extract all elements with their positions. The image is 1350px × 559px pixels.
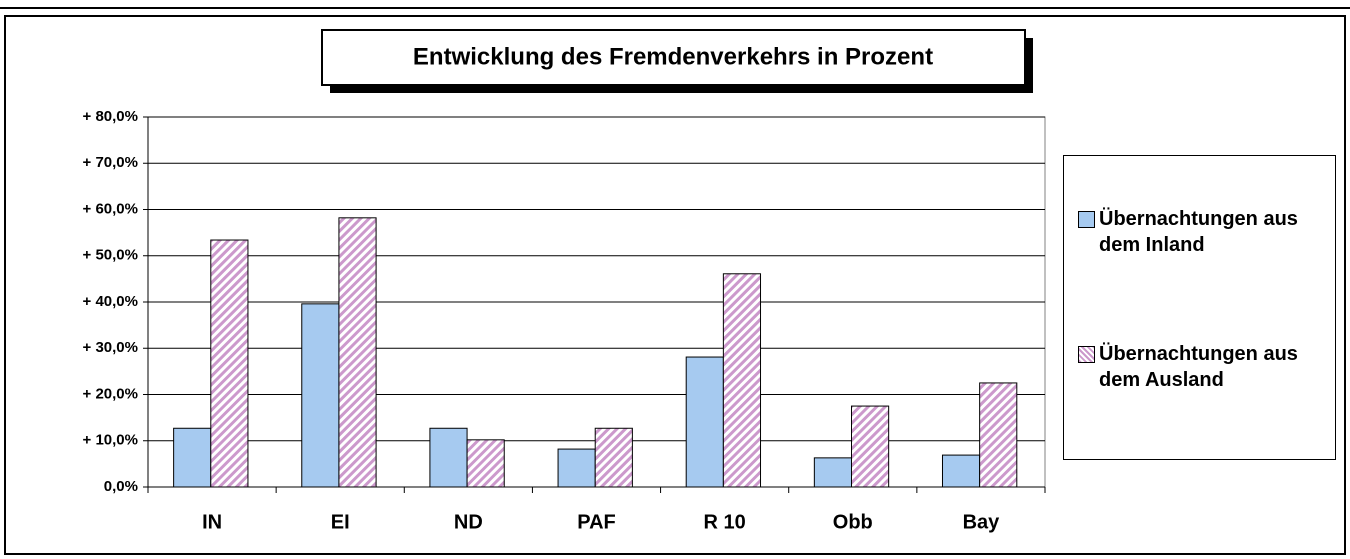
x-tick-label: Obb — [833, 511, 873, 533]
legend-entry: Übernachtungen aus dem Inland — [1078, 206, 1328, 258]
x-tick-label: Bay — [963, 511, 1001, 533]
y-tick-label: 0,0% — [104, 478, 138, 495]
bar — [557, 448, 596, 488]
y-tick-label: + 30,0% — [83, 339, 138, 356]
y-tick-label: + 70,0% — [83, 154, 138, 171]
bar — [594, 427, 633, 488]
x-tick-label: EI — [331, 511, 350, 533]
bar — [466, 439, 505, 488]
bar — [429, 427, 468, 488]
legend-swatch — [1078, 346, 1095, 363]
bar — [941, 454, 981, 488]
chart-title: Entwicklung des Fremdenverkehrs in Proze… — [413, 43, 933, 70]
legend-label: Übernachtungen aus dem Inland — [1099, 208, 1298, 256]
legend-entry: Übernachtungen aus dem Ausland — [1078, 341, 1328, 393]
x-tick-label: IN — [202, 511, 222, 533]
bar — [685, 356, 724, 488]
bar — [722, 273, 762, 488]
bar — [813, 457, 853, 488]
bar — [338, 217, 377, 488]
x-tick-label: R 10 — [704, 511, 746, 533]
bar — [173, 427, 212, 488]
x-tick-label: ND — [454, 511, 483, 533]
legend: Übernachtungen aus dem Inland Übernachtun… — [1063, 155, 1336, 460]
title-box — [321, 29, 1026, 86]
bar — [979, 382, 1018, 488]
y-tick-label: + 20,0% — [83, 385, 138, 402]
bar — [210, 239, 249, 488]
y-tick-label: + 40,0% — [83, 293, 138, 310]
y-tick-label: + 60,0% — [83, 200, 138, 217]
x-tick-label: PAF — [577, 511, 616, 533]
y-tick-label: + 50,0% — [83, 247, 138, 264]
legend-label: Übernachtungen aus dem Ausland — [1099, 343, 1298, 391]
y-tick-label: + 10,0% — [83, 432, 138, 449]
bar — [301, 303, 340, 488]
legend-swatch — [1078, 211, 1095, 228]
bar — [851, 405, 890, 488]
y-tick-label: + 80,0% — [83, 108, 138, 125]
